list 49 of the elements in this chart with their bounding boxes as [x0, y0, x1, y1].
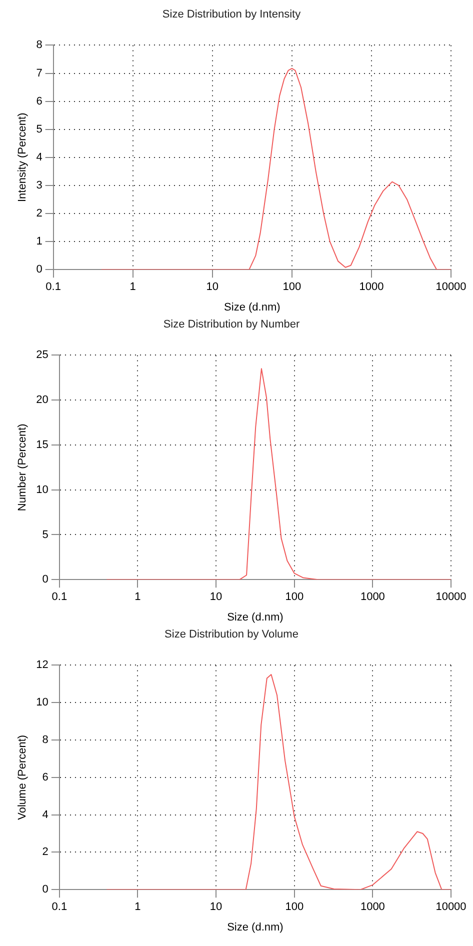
chart-title: Size Distribution by Intensity [162, 8, 302, 21]
y-tick-label: 7 [36, 67, 42, 80]
y-tick-label: 5 [42, 528, 48, 541]
y-tick-label: 0 [42, 574, 48, 586]
y-tick-label: 1 [36, 236, 42, 248]
y-axis-title: Volume (Percent) [16, 734, 29, 820]
x-tick-label: 0.1 [52, 901, 68, 914]
y-tick-label: 0 [36, 264, 42, 276]
y-tick-label: 15 [36, 438, 48, 451]
x-tick-label: 1000 [360, 591, 385, 604]
y-tick-label: 25 [36, 349, 48, 362]
chart-title: Size Distribution by Number [163, 318, 300, 331]
x-tick-label: 0.1 [46, 281, 61, 294]
y-tick-label: 8 [42, 734, 48, 746]
x-axis-title: Size (d.nm) [227, 611, 284, 624]
y-tick-label: 2 [36, 208, 42, 220]
x-tick-label: 10000 [436, 591, 466, 604]
x-axis-title: Size (d.nm) [227, 921, 284, 934]
x-tick-label: 1 [134, 591, 141, 604]
y-tick-label: 4 [36, 151, 42, 164]
y-tick-label: 10 [36, 484, 48, 496]
x-tick-label: 100 [285, 901, 304, 914]
y-tick-label: 6 [36, 95, 42, 108]
x-tick-label: 0.1 [52, 591, 68, 604]
y-axis-title: Number (Percent) [16, 424, 29, 512]
x-tick-label: 10 [210, 591, 222, 604]
x-tick-label: 10 [210, 901, 222, 914]
x-tick-label: 10 [206, 281, 219, 294]
x-axis-title: Size (d.nm) [224, 301, 280, 314]
y-tick-label: 12 [36, 659, 48, 672]
chart-title: Size Distribution by Volume [164, 628, 298, 641]
y-tick-label: 3 [36, 179, 42, 192]
y-tick-label: 4 [42, 808, 48, 821]
x-tick-label: 1 [130, 281, 136, 294]
y-tick-label: 0 [42, 884, 48, 896]
y-tick-label: 20 [36, 394, 48, 406]
x-tick-label: 10000 [436, 901, 466, 914]
x-tick-label: 1000 [359, 281, 384, 294]
y-tick-label: 2 [42, 846, 48, 858]
y-tick-label: 5 [36, 123, 42, 136]
y-tick-label: 10 [36, 696, 48, 709]
y-tick-label: 8 [36, 39, 42, 52]
x-tick-label: 100 [285, 591, 304, 604]
x-tick-label: 100 [282, 281, 302, 294]
x-tick-label: 1000 [360, 901, 385, 914]
y-tick-label: 6 [42, 771, 48, 784]
y-axis-title: Intensity (Percent) [16, 112, 29, 202]
x-tick-label: 1 [134, 901, 141, 914]
x-tick-label: 10000 [436, 281, 466, 294]
